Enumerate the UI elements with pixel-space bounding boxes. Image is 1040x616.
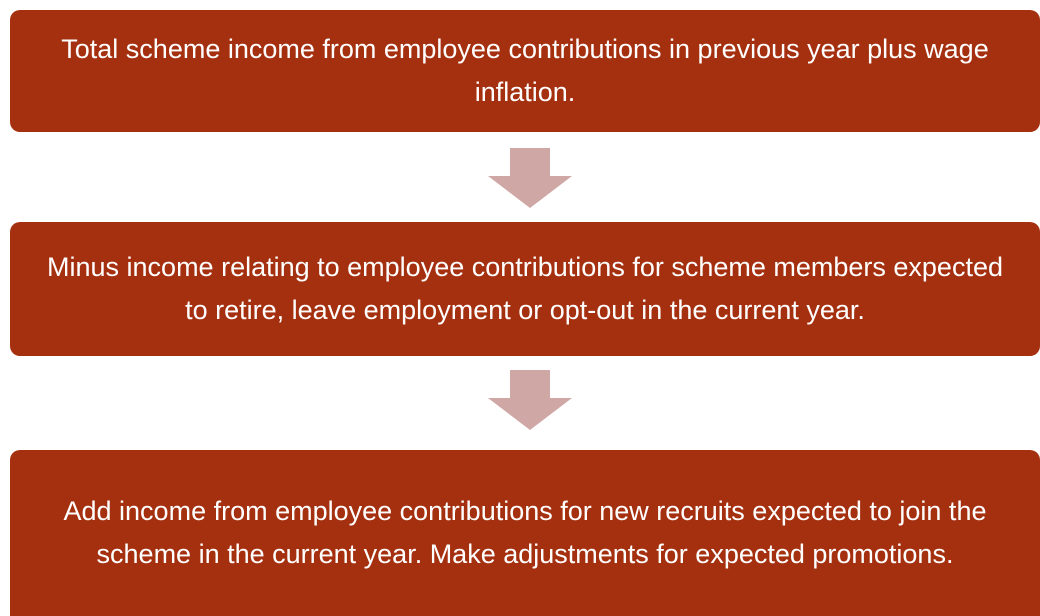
step-text: Total scheme income from employee contri… xyxy=(61,34,989,107)
step-box: Total scheme income from employee contri… xyxy=(10,10,1040,132)
down-arrow xyxy=(488,370,572,430)
down-arrow xyxy=(488,148,572,208)
step-box: Add income from employee contributions f… xyxy=(10,450,1040,616)
step-text: Minus income relating to employee contri… xyxy=(47,252,1003,325)
step-text: Add income from employee contributions f… xyxy=(63,496,987,569)
step-box: Minus income relating to employee contri… xyxy=(10,222,1040,356)
